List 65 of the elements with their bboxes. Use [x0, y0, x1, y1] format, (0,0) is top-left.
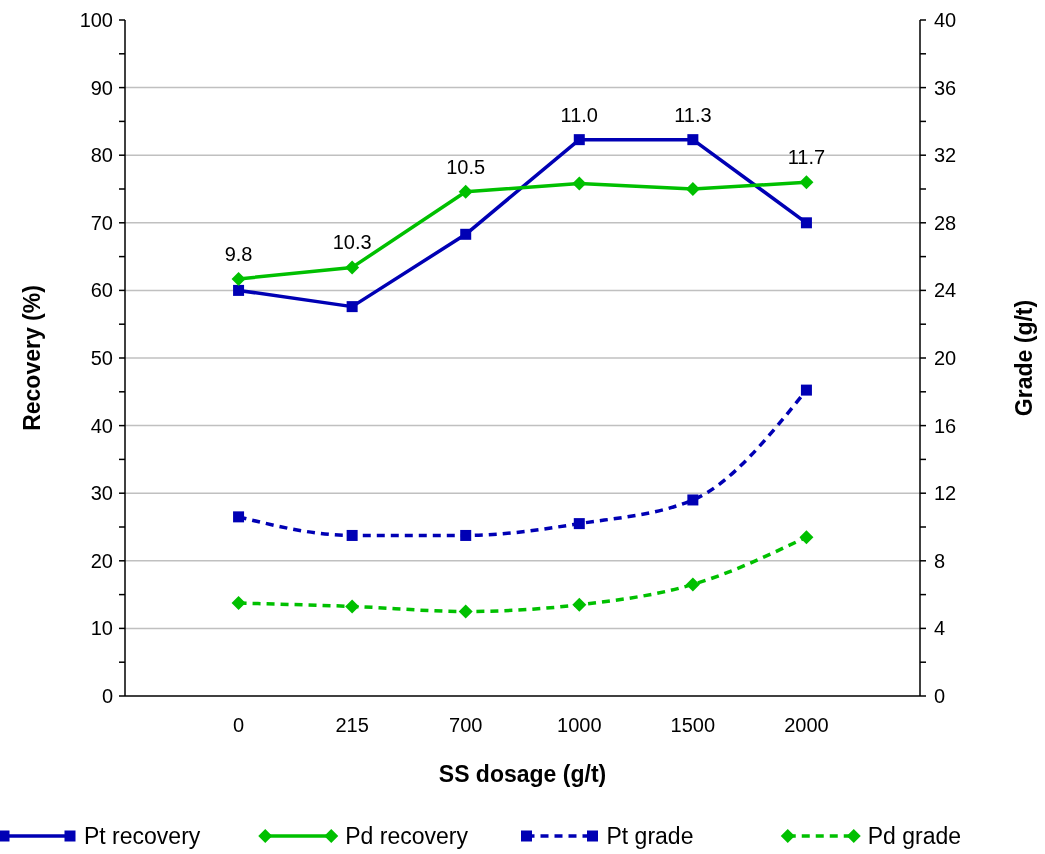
point — [687, 134, 699, 146]
point — [572, 597, 587, 612]
point — [346, 301, 358, 313]
annotation: 10.3 — [332, 231, 372, 254]
point — [685, 577, 700, 592]
point — [231, 596, 246, 611]
point — [799, 175, 814, 190]
point — [233, 284, 245, 296]
y-tick-label: 70 — [90, 211, 113, 234]
point — [458, 604, 473, 619]
point — [800, 384, 812, 396]
y2-tick-label: 8 — [934, 549, 946, 572]
y-tick-label: 0 — [101, 685, 113, 707]
point — [460, 529, 472, 541]
x-tick-label: 1500 — [670, 714, 716, 736]
point — [573, 518, 585, 530]
point — [233, 511, 245, 523]
y-tick-label: 20 — [90, 549, 113, 572]
annotation: 11.0 — [560, 103, 599, 126]
y2-tick-label: 32 — [934, 144, 957, 167]
point — [800, 217, 812, 229]
y2-tick-label: 24 — [934, 279, 957, 302]
y2-axis-title: Grade (g/t) — [1011, 299, 1037, 417]
point — [460, 228, 472, 240]
y2-tick-label: 20 — [934, 347, 957, 369]
y-tick-label: 30 — [90, 482, 113, 505]
annotation: 11.7 — [787, 146, 826, 169]
y-tick-label: 100 — [79, 9, 113, 31]
x-tick-label: 1000 — [557, 714, 602, 736]
y-tick-label: 10 — [90, 617, 113, 640]
y2-tick-label: 0 — [934, 685, 946, 707]
y2-tick-label: 36 — [934, 76, 957, 99]
x-tick-label: 215 — [335, 714, 369, 736]
annotation: 10.5 — [446, 155, 486, 178]
y-tick-label: 80 — [90, 144, 113, 167]
point — [345, 599, 360, 614]
x-tick-label: 0 — [233, 714, 245, 736]
point — [572, 176, 587, 191]
y2-tick-label: 4 — [934, 617, 946, 640]
y2-tick-label: 16 — [934, 414, 957, 437]
y-tick-label: 50 — [90, 347, 113, 369]
y2-tick-label: 12 — [934, 482, 957, 505]
legend-label: Pt grade — [606, 823, 694, 850]
point — [573, 134, 585, 146]
y-tick-label: 40 — [90, 414, 113, 437]
point — [346, 529, 358, 541]
point — [345, 260, 360, 275]
legend-label: Pd grade — [867, 823, 962, 850]
y-tick-label: 90 — [90, 76, 113, 99]
point — [458, 184, 473, 199]
x-tick-label: 2000 — [784, 714, 829, 736]
point — [685, 182, 700, 196]
x-axis-title: SS dosage (g/t) — [438, 761, 607, 787]
point — [687, 494, 699, 506]
y-tick-label: 60 — [90, 279, 113, 302]
point — [799, 530, 814, 545]
annotation: 11.3 — [674, 103, 712, 126]
point — [231, 271, 246, 286]
legend-label: Pt recovery — [84, 823, 201, 850]
annotation: 9.8 — [224, 242, 253, 265]
x-tick-label: 700 — [449, 714, 483, 736]
y2-tick-label: 40 — [934, 9, 957, 31]
y2-tick-label: 28 — [934, 211, 957, 234]
y-axis-title: Recovery (%) — [19, 285, 45, 431]
legend-label: Pd recovery — [345, 823, 469, 850]
